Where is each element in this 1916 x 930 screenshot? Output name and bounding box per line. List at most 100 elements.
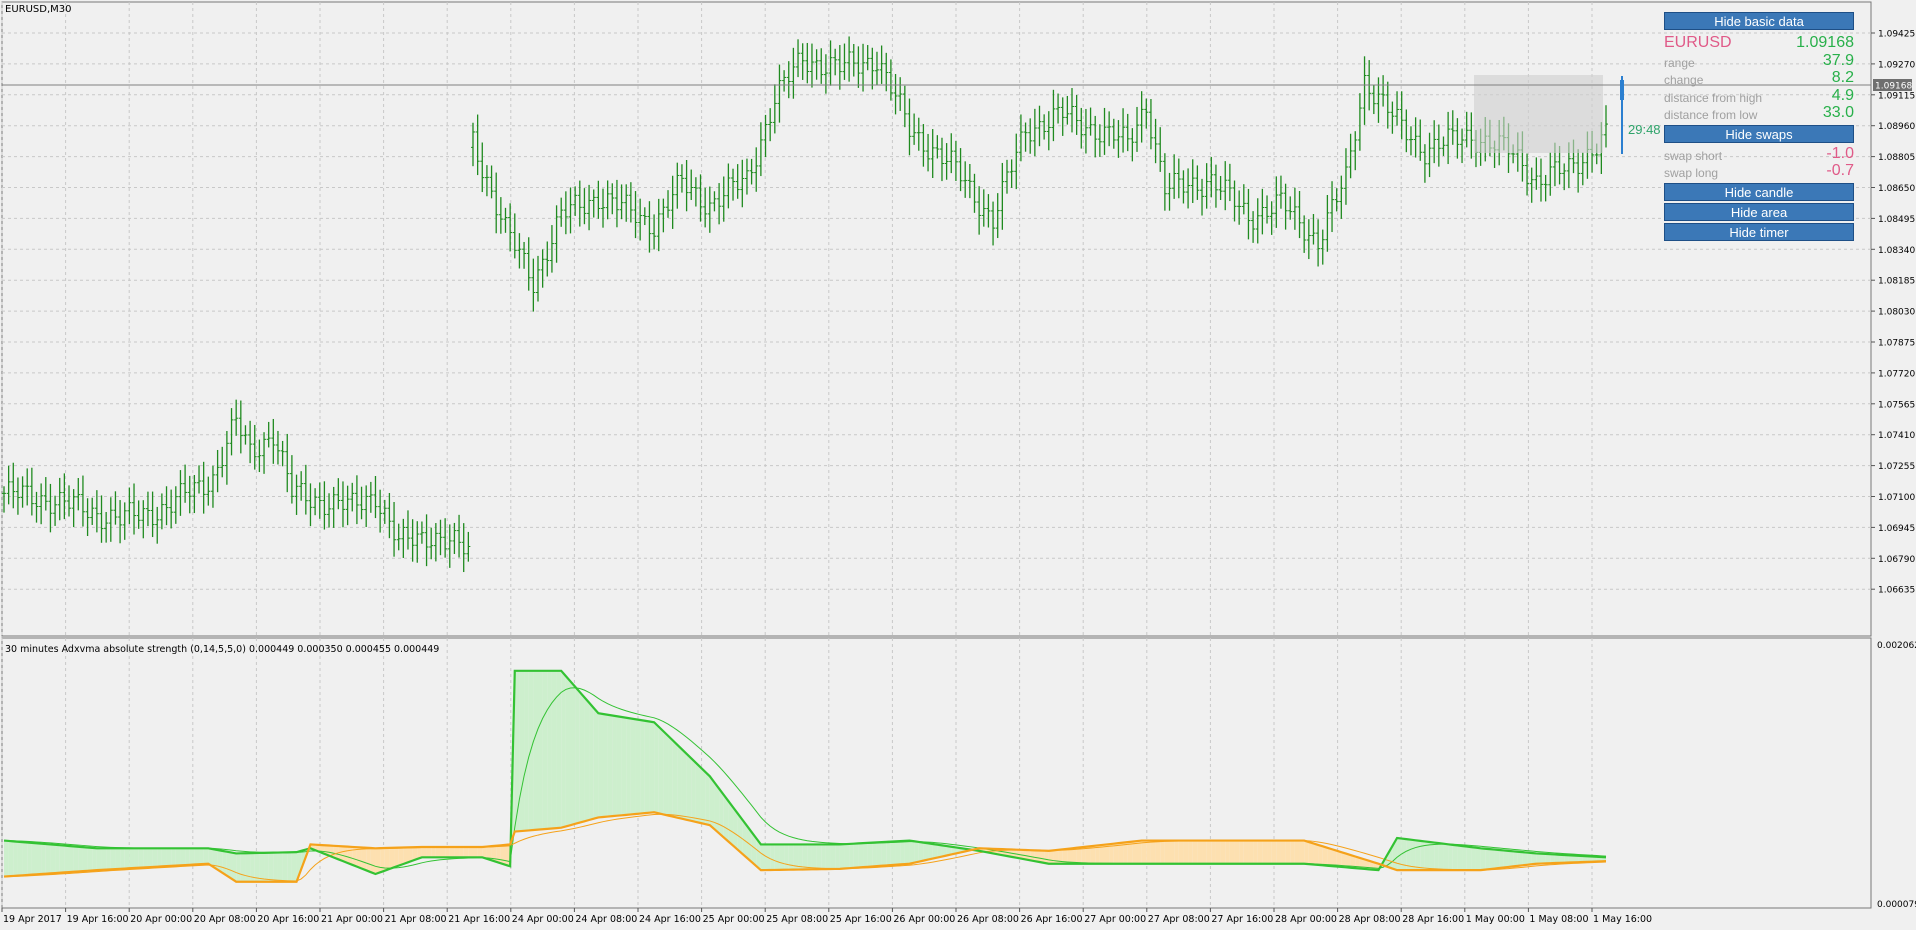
indicator-fill [904,840,910,865]
indicator-fill [1164,840,1170,864]
indicator-fill [737,813,743,854]
indicator-fill [742,819,747,858]
indicator-fill [412,847,418,861]
indicator-fill [4,840,9,877]
price-tick-label: 1.09115 [1878,91,1915,101]
indicator-fill [1341,852,1346,868]
hide-timer-button[interactable]: Hide timer [1664,223,1854,241]
indicator-fill [64,845,70,873]
indicator-fill [166,848,172,867]
time-tick-label: 25 Apr 00:00 [703,914,765,925]
indicator-fill [1099,844,1105,864]
indicator-fill [152,848,158,867]
indicator-fill [1406,839,1411,871]
indicator-fill [250,853,255,882]
indicator-fill [1531,853,1537,865]
indicator-fill [849,843,854,869]
indicator-fill [1243,840,1249,864]
indicator-fill [542,670,548,830]
indicator-fill [612,715,617,817]
time-tick-label: 21 Apr 08:00 [385,914,447,925]
indicator-fill [31,842,37,875]
indicator-fill [616,716,622,816]
time-tick-label: 21 Apr 16:00 [448,914,510,925]
indicator-fill [440,847,446,858]
time-tick-label: 25 Apr 08:00 [766,914,828,925]
indicator-fill [273,852,278,882]
indicator-fill [951,846,956,855]
hide-candle-button[interactable]: Hide candle [1664,183,1854,201]
hide-area-button[interactable]: Hide area [1664,203,1854,221]
indicator-fill [1564,854,1569,863]
hide-basic-data-button[interactable]: Hide basic data [1664,12,1854,30]
indicator-fill [1202,840,1207,864]
current-price-label: 1.09168 [1875,82,1912,92]
indicator-fill [1466,846,1472,871]
range-area-box [1474,75,1603,153]
indicator-fill [1345,853,1351,868]
candle-timer: 29:48 [1628,122,1661,137]
indicator-fill [941,845,947,857]
indicator-fill [839,844,845,869]
indicator-fill [291,852,297,882]
indicator-fill [347,846,353,865]
hide-swaps-button[interactable]: Hide swaps [1664,125,1854,143]
indicator-fill [380,848,385,873]
indicator-fill [1095,845,1100,864]
indicator-fill [1508,850,1514,867]
indicator-fill [324,845,330,856]
indicator-fill [282,852,288,882]
time-tick-label: 25 Apr 16:00 [830,914,892,925]
price-tick-label: 1.08650 [1878,184,1915,194]
indicator-fill [1513,851,1518,867]
indicator-fill [1499,850,1504,869]
swap-label: swap long [1664,166,1719,180]
indicator-fill [1178,840,1184,864]
window-title: EURUSD,M30 [5,4,71,15]
price-tick-label: 1.06635 [1878,586,1915,596]
indicator-fill [1540,853,1546,864]
indicator-fill [1132,841,1138,864]
indicator-fill [774,844,780,870]
indicator-fill [27,842,32,875]
indicator-fill [1215,840,1221,864]
indicator-fill [584,697,590,822]
swap-row: swap short -1.0 [1664,145,1854,163]
time-tick-label: 24 Apr 00:00 [512,914,574,925]
indicator-fill [890,841,896,866]
indicator-fill [115,848,121,870]
indicator-fill [468,847,473,858]
indicator-fill [575,686,580,824]
indicator-fill [1554,854,1560,864]
indicator-fill [1355,856,1360,869]
indicator-fill [1062,848,1068,864]
indicator-fill [120,848,125,869]
indicator-fill [1420,840,1425,871]
indicator-fill [1294,840,1300,864]
indicator-fill [421,847,427,858]
time-tick-label: 27 Apr 00:00 [1084,914,1146,925]
indicator-fill [1150,840,1156,864]
indicator-fill [570,681,576,826]
price-tick-label: 1.07720 [1878,369,1915,379]
indicator-fill [635,719,641,814]
price-tick-label: 1.08495 [1878,215,1915,225]
stat-row: distance from low 33.0 [1664,104,1854,122]
indicator-fill [41,843,46,875]
indicator-fill [1104,844,1110,864]
indicator-fill [245,853,251,882]
indicator-fill [1271,840,1277,864]
time-tick-label: 21 Apr 00:00 [321,914,383,925]
indicator-fill [1081,846,1086,864]
indicator-fill [222,850,227,876]
indicator-fill [1109,843,1114,864]
indicator-fill [459,847,464,858]
indicator-fill [681,749,687,820]
indicator-fill [431,847,436,858]
indicator-fill [928,843,933,860]
price-tick-label: 1.08030 [1878,308,1915,318]
indicator-fill [194,848,200,865]
indicator-fill [189,848,195,865]
indicator-fill [87,847,93,871]
